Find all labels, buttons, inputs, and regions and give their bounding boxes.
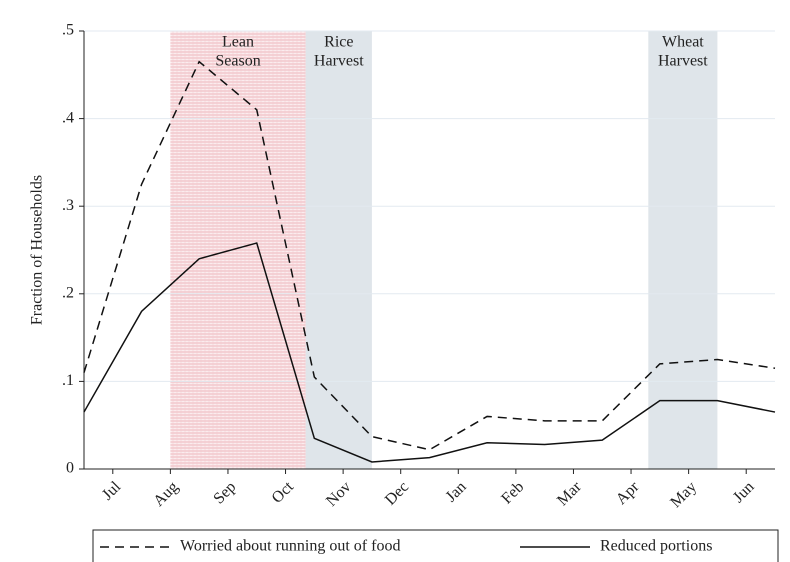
- y-tick-label: .1: [62, 372, 74, 389]
- region-label: Lean: [222, 34, 254, 51]
- x-tick-label: Mar: [554, 478, 585, 509]
- region-label: Harvest: [314, 53, 364, 70]
- shaded-region: [170, 31, 306, 469]
- region-label: Wheat: [662, 34, 704, 51]
- y-tick-label: .4: [62, 109, 74, 126]
- y-axis-label: Fraction of Households: [29, 175, 46, 325]
- x-tick-label: Apr: [613, 478, 643, 508]
- y-tick-label: 0: [66, 460, 74, 477]
- legend-label: Reduced portions: [600, 538, 712, 555]
- x-tick-label: Dec: [382, 478, 412, 508]
- y-tick-label: .5: [62, 22, 74, 39]
- shaded-region: [648, 31, 718, 469]
- x-tick-label: Jun: [730, 478, 758, 506]
- legend-box: [92, 529, 779, 562]
- x-tick-label: Nov: [323, 478, 355, 510]
- region-label: Harvest: [658, 53, 708, 70]
- series-line: [83, 242, 776, 463]
- x-tick-label: Jul: [99, 478, 125, 504]
- x-tick-label: Aug: [150, 478, 182, 510]
- legend-label: Worried about running out of food: [180, 538, 400, 555]
- shaded-region: [305, 31, 372, 469]
- region-label: Rice: [324, 34, 353, 51]
- region-label: Season: [215, 53, 260, 70]
- x-tick-label: Sep: [210, 478, 239, 507]
- x-tick-label: May: [667, 478, 700, 511]
- x-tick-label: Feb: [498, 478, 527, 507]
- y-tick-label: .2: [62, 284, 74, 301]
- x-tick-label: Jan: [443, 478, 470, 505]
- x-tick-label: Oct: [269, 478, 298, 507]
- series-line: [83, 60, 776, 451]
- y-tick-label: .3: [62, 197, 74, 214]
